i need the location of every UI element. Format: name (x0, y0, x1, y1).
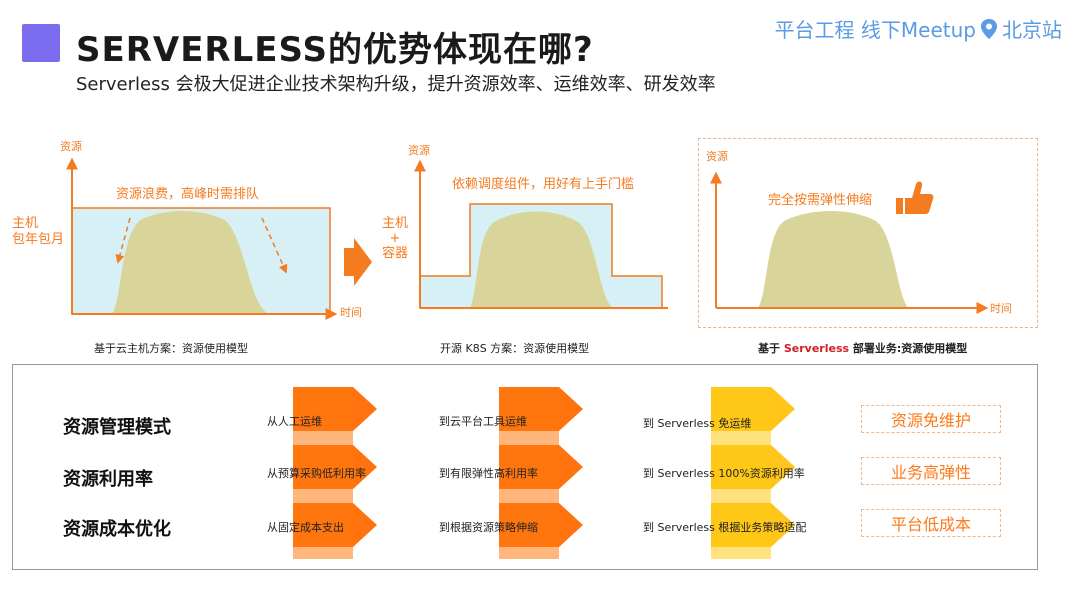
comparison-panel: 资源管理模式 从人工运维 到云平台工具运维 到 Serverless 免运维 资… (12, 364, 1038, 570)
caption-highlight: Serverless (783, 342, 850, 355)
row2-cloud: 到有限弹性高利用率 (439, 467, 538, 480)
caption-suffix: 部署业务:资源使用模型 (849, 342, 968, 355)
row1-serverless: 到 Serverless 免运维 (643, 417, 752, 430)
thumbs-up-icon (896, 181, 934, 214)
y-axis-label: 资源 (60, 139, 82, 153)
usage-curve (758, 211, 908, 308)
row1-cloud: 到云平台工具运维 (439, 415, 527, 428)
result-badge-elasticity: 业务高弹性 (861, 457, 1001, 485)
y-axis-label: 资源 (408, 143, 430, 157)
x-axis-label: 时间 (990, 302, 1012, 315)
diagram-3-caption: 基于 Serverless 部署业务:资源使用模型 (758, 340, 967, 356)
row2-serverless: 到 Serverless 100%资源利用率 (643, 467, 805, 480)
waste-arrow-left (115, 217, 131, 264)
usage-curve (112, 211, 268, 314)
row-label-management: 资源管理模式 (63, 417, 171, 438)
location-pin-icon (981, 18, 997, 39)
row-label-utilization: 资源利用率 (63, 469, 153, 490)
event-name: 平台工程 线下Meetup (774, 18, 976, 42)
result-badge-maintenance: 资源免维护 (861, 405, 1001, 433)
y-axis-label: 资源 (706, 149, 728, 163)
arrow-column-1 (293, 387, 377, 559)
diagram-2-left-label: 主机 + 容器 (382, 216, 409, 261)
event-badge: 平台工程 线下Meetup 北京站 (775, 14, 1062, 43)
diagram-annotation: 资源浪费，高峰时需排队 (116, 186, 259, 202)
row3-cloud: 到根据资源策略伸缩 (439, 521, 538, 534)
diagram-serverless: 资源 时间 完全按需弹性伸缩 (706, 149, 1012, 315)
row-label-cost: 资源成本优化 (63, 519, 171, 540)
page-subtitle: Serverless 会极大促进企业技术架构升级，提升资源效率、运维效率、研发效… (76, 74, 716, 95)
diagram-k8s: 资源 依赖调度组件，用好有上手门槛 (408, 143, 668, 309)
row3-from: 从固定成本支出 (267, 521, 344, 534)
arrow-column-3 (711, 387, 795, 559)
diagram-1-caption: 基于云主机方案：资源使用模型 (94, 342, 248, 355)
serverless-highlight-frame (698, 138, 1038, 328)
row2-from: 从预算采购低利用率 (267, 467, 366, 480)
waste-arrow-right (261, 217, 288, 274)
row1-from: 从人工运维 (267, 415, 322, 428)
page-title: SERVERLESS的优势体现在哪? (76, 30, 594, 70)
result-badge-cost: 平台低成本 (861, 509, 1001, 537)
usage-curve (470, 211, 612, 308)
title-accent-square (22, 24, 60, 62)
row3-serverless: 到 Serverless 根据业务策略适配 (643, 521, 807, 534)
caption-prefix: 基于 (758, 342, 784, 355)
diagram-annotation: 依赖调度组件，用好有上手门槛 (452, 176, 634, 192)
arrow-column-2 (499, 387, 583, 559)
diagram-annotation: 完全按需弹性伸缩 (768, 192, 872, 208)
event-location: 北京站 (1002, 18, 1062, 42)
diagram-1-left-label: 主机 包年包月 (12, 216, 65, 247)
diagram-2-caption: 开源 K8S 方案：资源使用模型 (440, 342, 590, 355)
diagram-cloud-host: 资源 时间 资源浪费，高峰时需排队 (60, 139, 362, 320)
x-axis-label: 时间 (340, 306, 362, 319)
resource-model-diagrams: 资源 时间 资源浪费，高峰时需排队 资源 依赖调度组件，用好有上手门槛 资源 时… (60, 139, 1012, 320)
transition-arrow (344, 238, 372, 286)
